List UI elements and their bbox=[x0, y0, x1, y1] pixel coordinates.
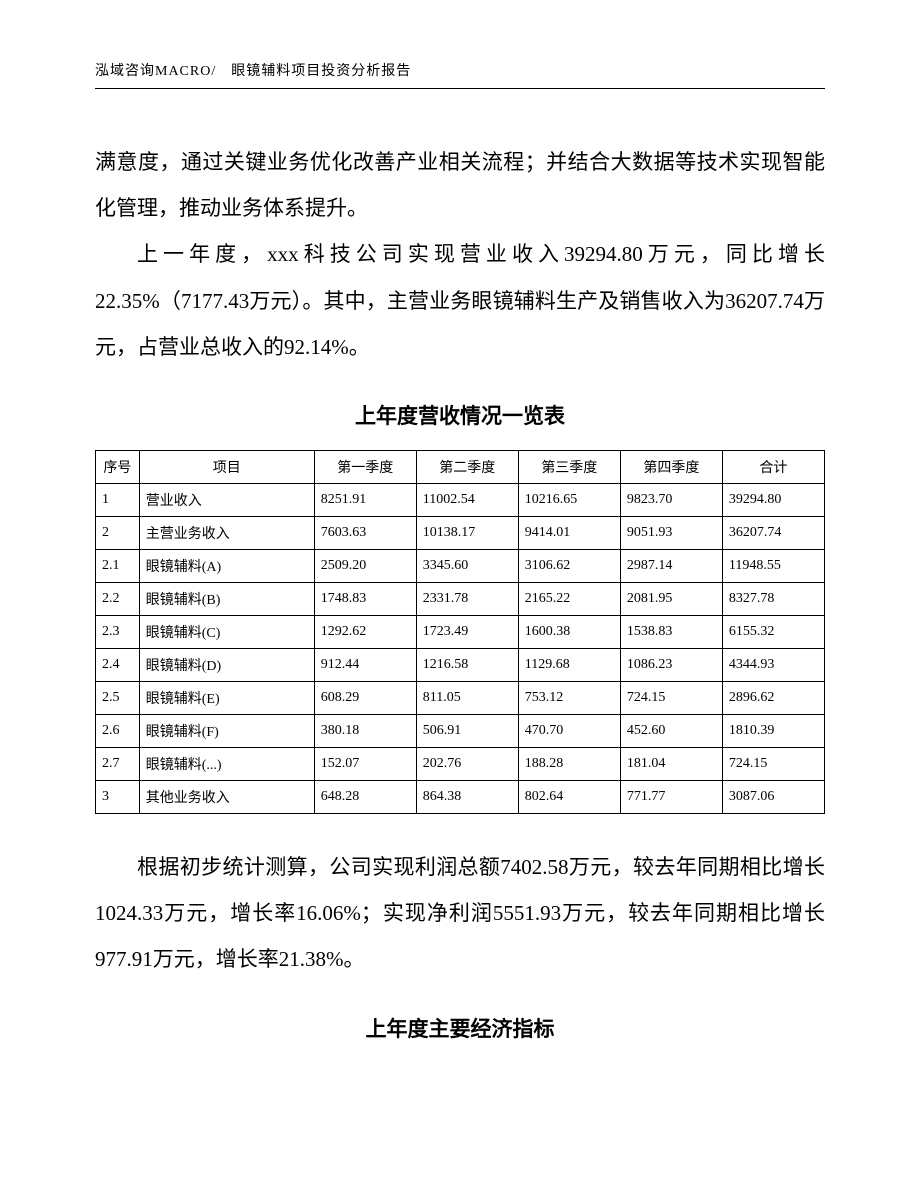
cell-q4: 2081.95 bbox=[620, 582, 722, 615]
table-title: 上年度营收情况一览表 bbox=[95, 400, 825, 430]
header-divider bbox=[95, 88, 825, 89]
cell-q1: 152.07 bbox=[314, 747, 416, 780]
paragraph-2: 上一年度，xxx科技公司实现营业收入39294.80万元，同比增长22.35%（… bbox=[95, 231, 825, 370]
th-q2: 第二季度 bbox=[416, 450, 518, 483]
cell-total: 39294.80 bbox=[722, 483, 824, 516]
cell-item: 眼镜辅料(E) bbox=[139, 681, 314, 714]
cell-q1: 2509.20 bbox=[314, 549, 416, 582]
cell-q2: 202.76 bbox=[416, 747, 518, 780]
cell-total: 724.15 bbox=[722, 747, 824, 780]
paragraph-1: 满意度，通过关键业务优化改善产业相关流程；并结合大数据等技术实现智能化管理，推动… bbox=[95, 139, 825, 231]
cell-q3: 753.12 bbox=[518, 681, 620, 714]
table-row: 1营业收入8251.9111002.5410216.659823.7039294… bbox=[96, 483, 825, 516]
cell-q4: 771.77 bbox=[620, 780, 722, 813]
th-seq: 序号 bbox=[96, 450, 140, 483]
table-row: 2主营业务收入7603.6310138.179414.019051.933620… bbox=[96, 516, 825, 549]
cell-q2: 2331.78 bbox=[416, 582, 518, 615]
cell-item: 眼镜辅料(D) bbox=[139, 648, 314, 681]
th-q4: 第四季度 bbox=[620, 450, 722, 483]
cell-q3: 2165.22 bbox=[518, 582, 620, 615]
cell-item: 眼镜辅料(A) bbox=[139, 549, 314, 582]
cell-seq: 2.2 bbox=[96, 582, 140, 615]
cell-q3: 3106.62 bbox=[518, 549, 620, 582]
table-row: 2.7眼镜辅料(...)152.07202.76188.28181.04724.… bbox=[96, 747, 825, 780]
table-header-row: 序号 项目 第一季度 第二季度 第三季度 第四季度 合计 bbox=[96, 450, 825, 483]
cell-item: 营业收入 bbox=[139, 483, 314, 516]
table-row: 2.2眼镜辅料(B)1748.832331.782165.222081.9583… bbox=[96, 582, 825, 615]
cell-seq: 2.3 bbox=[96, 615, 140, 648]
page-header: 泓域咨询MACRO/ 眼镜辅料项目投资分析报告 bbox=[95, 60, 825, 80]
cell-total: 2896.62 bbox=[722, 681, 824, 714]
table-row: 3其他业务收入648.28864.38802.64771.773087.06 bbox=[96, 780, 825, 813]
cell-total: 1810.39 bbox=[722, 714, 824, 747]
cell-q4: 2987.14 bbox=[620, 549, 722, 582]
cell-q2: 811.05 bbox=[416, 681, 518, 714]
cell-q3: 470.70 bbox=[518, 714, 620, 747]
cell-item: 眼镜辅料(...) bbox=[139, 747, 314, 780]
th-q1: 第一季度 bbox=[314, 450, 416, 483]
cell-q4: 9823.70 bbox=[620, 483, 722, 516]
cell-q3: 188.28 bbox=[518, 747, 620, 780]
th-total: 合计 bbox=[722, 450, 824, 483]
cell-item: 眼镜辅料(C) bbox=[139, 615, 314, 648]
cell-seq: 3 bbox=[96, 780, 140, 813]
cell-q1: 7603.63 bbox=[314, 516, 416, 549]
cell-q3: 9414.01 bbox=[518, 516, 620, 549]
cell-q2: 506.91 bbox=[416, 714, 518, 747]
cell-seq: 2 bbox=[96, 516, 140, 549]
cell-q1: 608.29 bbox=[314, 681, 416, 714]
cell-seq: 2.1 bbox=[96, 549, 140, 582]
cell-item: 其他业务收入 bbox=[139, 780, 314, 813]
cell-q1: 380.18 bbox=[314, 714, 416, 747]
cell-q4: 1538.83 bbox=[620, 615, 722, 648]
cell-total: 3087.06 bbox=[722, 780, 824, 813]
cell-total: 11948.55 bbox=[722, 549, 824, 582]
cell-total: 4344.93 bbox=[722, 648, 824, 681]
table-row: 2.3眼镜辅料(C)1292.621723.491600.381538.8361… bbox=[96, 615, 825, 648]
cell-item: 主营业务收入 bbox=[139, 516, 314, 549]
cell-total: 36207.74 bbox=[722, 516, 824, 549]
cell-q4: 181.04 bbox=[620, 747, 722, 780]
cell-q3: 802.64 bbox=[518, 780, 620, 813]
table-row: 2.6眼镜辅料(F)380.18506.91470.70452.601810.3… bbox=[96, 714, 825, 747]
cell-seq: 2.6 bbox=[96, 714, 140, 747]
cell-q1: 1748.83 bbox=[314, 582, 416, 615]
cell-q4: 1086.23 bbox=[620, 648, 722, 681]
table-row: 2.5眼镜辅料(E)608.29811.05753.12724.152896.6… bbox=[96, 681, 825, 714]
cell-q2: 1723.49 bbox=[416, 615, 518, 648]
cell-q4: 724.15 bbox=[620, 681, 722, 714]
cell-seq: 2.7 bbox=[96, 747, 140, 780]
cell-q4: 9051.93 bbox=[620, 516, 722, 549]
th-item: 项目 bbox=[139, 450, 314, 483]
cell-q1: 8251.91 bbox=[314, 483, 416, 516]
table-row: 2.1眼镜辅料(A)2509.203345.603106.622987.1411… bbox=[96, 549, 825, 582]
cell-q4: 452.60 bbox=[620, 714, 722, 747]
cell-item: 眼镜辅料(B) bbox=[139, 582, 314, 615]
section-title-2: 上年度主要经济指标 bbox=[95, 1013, 825, 1043]
cell-item: 眼镜辅料(F) bbox=[139, 714, 314, 747]
cell-q2: 1216.58 bbox=[416, 648, 518, 681]
cell-q3: 1129.68 bbox=[518, 648, 620, 681]
cell-q2: 864.38 bbox=[416, 780, 518, 813]
cell-q3: 1600.38 bbox=[518, 615, 620, 648]
revenue-table: 序号 项目 第一季度 第二季度 第三季度 第四季度 合计 1营业收入8251.9… bbox=[95, 450, 825, 814]
cell-seq: 2.5 bbox=[96, 681, 140, 714]
document-page: 泓域咨询MACRO/ 眼镜辅料项目投资分析报告 满意度，通过关键业务优化改善产业… bbox=[0, 0, 920, 1191]
cell-q1: 648.28 bbox=[314, 780, 416, 813]
cell-seq: 1 bbox=[96, 483, 140, 516]
table-row: 2.4眼镜辅料(D)912.441216.581129.681086.23434… bbox=[96, 648, 825, 681]
cell-q2: 3345.60 bbox=[416, 549, 518, 582]
cell-q2: 11002.54 bbox=[416, 483, 518, 516]
cell-q1: 912.44 bbox=[314, 648, 416, 681]
cell-total: 6155.32 bbox=[722, 615, 824, 648]
cell-q2: 10138.17 bbox=[416, 516, 518, 549]
cell-q3: 10216.65 bbox=[518, 483, 620, 516]
cell-seq: 2.4 bbox=[96, 648, 140, 681]
cell-q1: 1292.62 bbox=[314, 615, 416, 648]
th-q3: 第三季度 bbox=[518, 450, 620, 483]
paragraph-3: 根据初步统计测算，公司实现利润总额7402.58万元，较去年同期相比增长1024… bbox=[95, 844, 825, 983]
cell-total: 8327.78 bbox=[722, 582, 824, 615]
